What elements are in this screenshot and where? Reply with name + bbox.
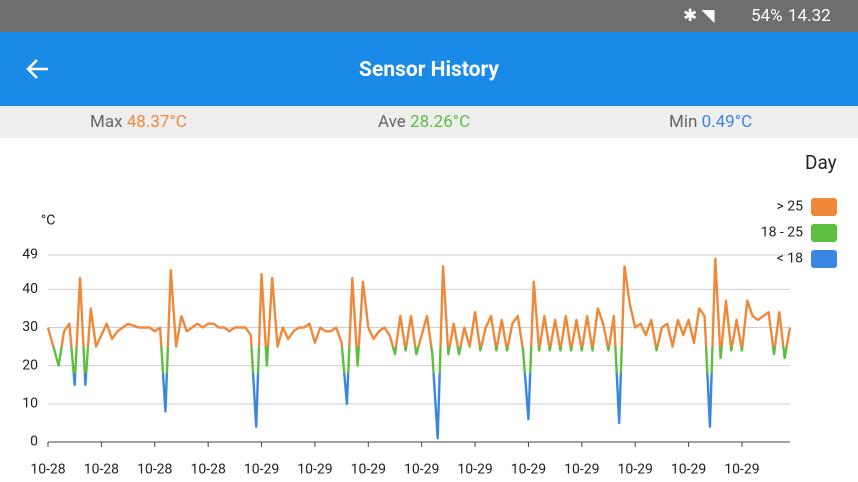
y-axis-label: °C — [41, 213, 55, 229]
x-tick-label: 10-28 — [30, 462, 65, 478]
ave-label: Ave — [378, 112, 406, 132]
status-icons: ✱ ◥ — [683, 6, 715, 26]
legend-swatch — [811, 198, 837, 216]
y-tick-label: 10 — [22, 396, 38, 412]
max-label: Max — [90, 112, 123, 132]
max-stat: Max 48.37°C — [90, 112, 187, 132]
app-header: Sensor History — [0, 32, 858, 106]
legend-swatch — [811, 250, 837, 268]
header-title: Sensor History — [0, 58, 858, 82]
x-tick-label: 10-29 — [457, 462, 492, 478]
x-tick-label: 10-29 — [511, 462, 546, 478]
stats-bar: Max 48.37°C Ave 28.26°C Min 0.49°C — [0, 106, 858, 138]
y-tick-label: 49 — [22, 247, 38, 263]
x-tick-label: 10-28 — [190, 462, 225, 478]
x-tick-label: 10-29 — [671, 462, 706, 478]
x-tick-label: 10-28 — [137, 462, 172, 478]
legend-label: < 18 — [777, 251, 803, 267]
y-tick-label: 0 — [30, 434, 38, 450]
x-tick-label: 10-29 — [724, 462, 759, 478]
legend-label: > 25 — [776, 199, 803, 215]
x-tick-label: 10-29 — [244, 462, 279, 478]
time: 14.32 — [788, 6, 831, 26]
x-tick-label: 10-29 — [618, 462, 653, 478]
x-tick-label: 10-29 — [297, 462, 332, 478]
max-value: 48.37°C — [127, 112, 187, 132]
min-stat: Min 0.49°C — [669, 112, 752, 132]
y-tick-label: 30 — [22, 319, 38, 335]
x-tick-label: 10-29 — [564, 462, 599, 478]
y-tick-label: 40 — [22, 281, 38, 297]
status-bar: ✱ ◥ 54% 14.32 — [0, 0, 858, 32]
x-tick-label: 10-28 — [84, 462, 119, 478]
sensor-line — [48, 259, 790, 438]
x-tick-label: 10-29 — [404, 462, 439, 478]
ave-stat: Ave 28.26°C — [378, 112, 470, 132]
legend-swatch — [811, 224, 837, 242]
min-label: Min — [669, 112, 697, 132]
legend-label: 18 - 25 — [761, 225, 803, 241]
battery: 54% — [751, 6, 783, 26]
chart: °C 0 10 20 30 40 49 10-28 10-28 10-28 10-28 10-29 1… — [0, 138, 858, 482]
x-tick-label: 10-29 — [351, 462, 386, 478]
min-value: 0.49°C — [702, 112, 753, 132]
y-tick-label: 20 — [22, 357, 38, 373]
ave-value: 28.26°C — [410, 112, 470, 132]
